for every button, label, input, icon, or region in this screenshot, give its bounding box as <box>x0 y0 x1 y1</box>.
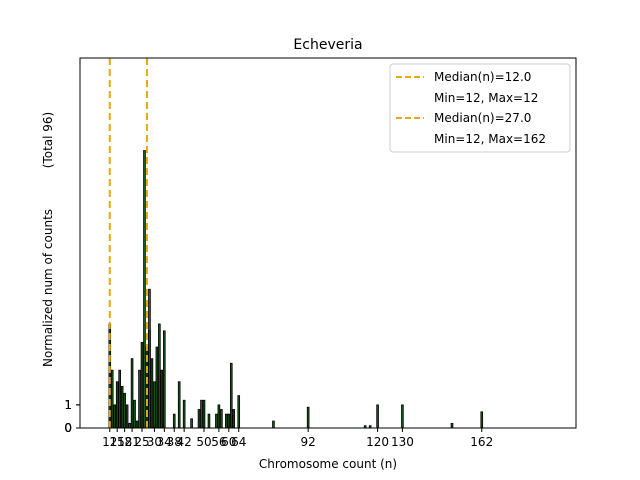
x-tick-label-21: 21 <box>124 435 139 449</box>
bar-series-1-n-34 <box>163 330 166 429</box>
y-axis-label: Normalized num of counts <box>41 209 55 367</box>
bar-series-1-n-57 <box>220 409 223 429</box>
bar-series-1-n-24 <box>138 369 141 429</box>
bar-series-1-n-78 <box>272 420 275 429</box>
bar-series-1-n-13 <box>110 369 114 429</box>
x-tick-label-30: 30 <box>147 435 162 449</box>
bar-series-1-n-14 <box>113 404 117 429</box>
bar-series-1-n-45 <box>190 418 193 429</box>
y-tick-label-2: 0 <box>64 421 72 435</box>
bar-series-1-n-59 <box>225 413 228 429</box>
bar-series-1-n-130 <box>401 404 404 429</box>
x-tick-label-64: 64 <box>231 435 246 449</box>
bar-series-1-n-61 <box>229 362 233 429</box>
bar-series-1-n-62 <box>232 409 236 429</box>
x-tick-label-42: 42 <box>177 435 192 449</box>
median-lines-layer <box>108 58 148 428</box>
legend-label-2: Median(n)=27.0 <box>434 111 531 125</box>
bar-series-1-n-30 <box>153 381 156 429</box>
bar-series-1-n-150 <box>450 422 454 429</box>
x-tick-label-60: 60 <box>221 435 236 449</box>
bar-series-1-n-32 <box>158 323 161 429</box>
bar-series-1-n-18 <box>123 392 126 429</box>
x-tick-label-130: 130 <box>391 435 414 449</box>
x-tick-label-56: 56 <box>211 435 226 449</box>
bar-series-1-n-28 <box>148 330 151 429</box>
x-tick-label-15: 15 <box>110 435 125 449</box>
bar-series-1-n-55 <box>215 413 218 429</box>
bar-series-1-n-120 <box>376 404 379 429</box>
bar-series-1-n-60 <box>227 413 231 429</box>
bar-series-1-n-15 <box>115 381 119 429</box>
y-tick-label-1: 0 <box>64 421 72 435</box>
legend-label-3: Min=12, Max=162 <box>434 132 546 146</box>
legend: Median(n)=12.0 Min=12, Max=12 Median(n)=… <box>389 63 571 153</box>
bar-series-1-n-50 <box>202 399 206 429</box>
bar-series-1-n-42 <box>182 399 186 429</box>
bar-series-1-n-48 <box>197 409 201 429</box>
x-tick-label-162: 162 <box>470 435 493 449</box>
bar-series-1-n-26 <box>143 150 146 429</box>
bar-series-1-n-20 <box>128 422 131 429</box>
bar-series-1-n-19 <box>125 404 129 429</box>
bar-series-1-n-25 <box>140 342 144 429</box>
bar-series-1-n-49 <box>200 399 203 429</box>
bar-series-1-n-17 <box>120 385 124 429</box>
bar-series-1-n-21 <box>130 358 134 429</box>
y-axis-total-note: (Total 96) <box>41 112 55 168</box>
bar-series-1-n-31 <box>155 346 159 429</box>
x-tick-label-38: 38 <box>167 435 182 449</box>
x-tick-label-50: 50 <box>196 435 211 449</box>
x-tick-label-25: 25 <box>134 435 149 449</box>
x-tick-label-120: 120 <box>366 435 389 449</box>
bar-series-1-n-23 <box>135 420 139 429</box>
bar-series-1-n-38 <box>172 413 176 429</box>
x-tick-label-18: 18 <box>117 435 132 449</box>
y-tick-label-3: 1 <box>64 398 72 412</box>
x-tick-label-92: 92 <box>301 435 316 449</box>
plot-frame <box>79 57 577 429</box>
bar-series-1-n-92 <box>306 406 310 429</box>
legend-label-1: Min=12, Max=12 <box>434 91 538 105</box>
bar-series-1-n-22 <box>133 399 136 429</box>
chart-title: Echeveria <box>293 37 362 53</box>
x-axis-label: Chromosome count (n) <box>259 457 397 471</box>
y-tick-label-4: 1 <box>64 398 72 412</box>
x-tick-label-12: 12 <box>102 435 117 449</box>
bar-series-1-n-52 <box>207 413 211 429</box>
bar-series-1-n-56 <box>217 404 221 429</box>
legend-box <box>389 63 571 153</box>
bar-series-1-n-40 <box>177 381 181 429</box>
bar-series-1-n-162 <box>480 411 484 429</box>
bar-series-1-n-16 <box>118 369 121 429</box>
legend-label-0: Median(n)=12.0 <box>434 70 531 84</box>
x-tick-label-34: 34 <box>157 435 172 449</box>
bar-series-1-n-64 <box>237 395 241 429</box>
bar-series-1-n-33 <box>160 369 164 429</box>
y-tick-label-0: 0 <box>64 421 72 435</box>
bar-series-1-n-29 <box>150 358 154 429</box>
